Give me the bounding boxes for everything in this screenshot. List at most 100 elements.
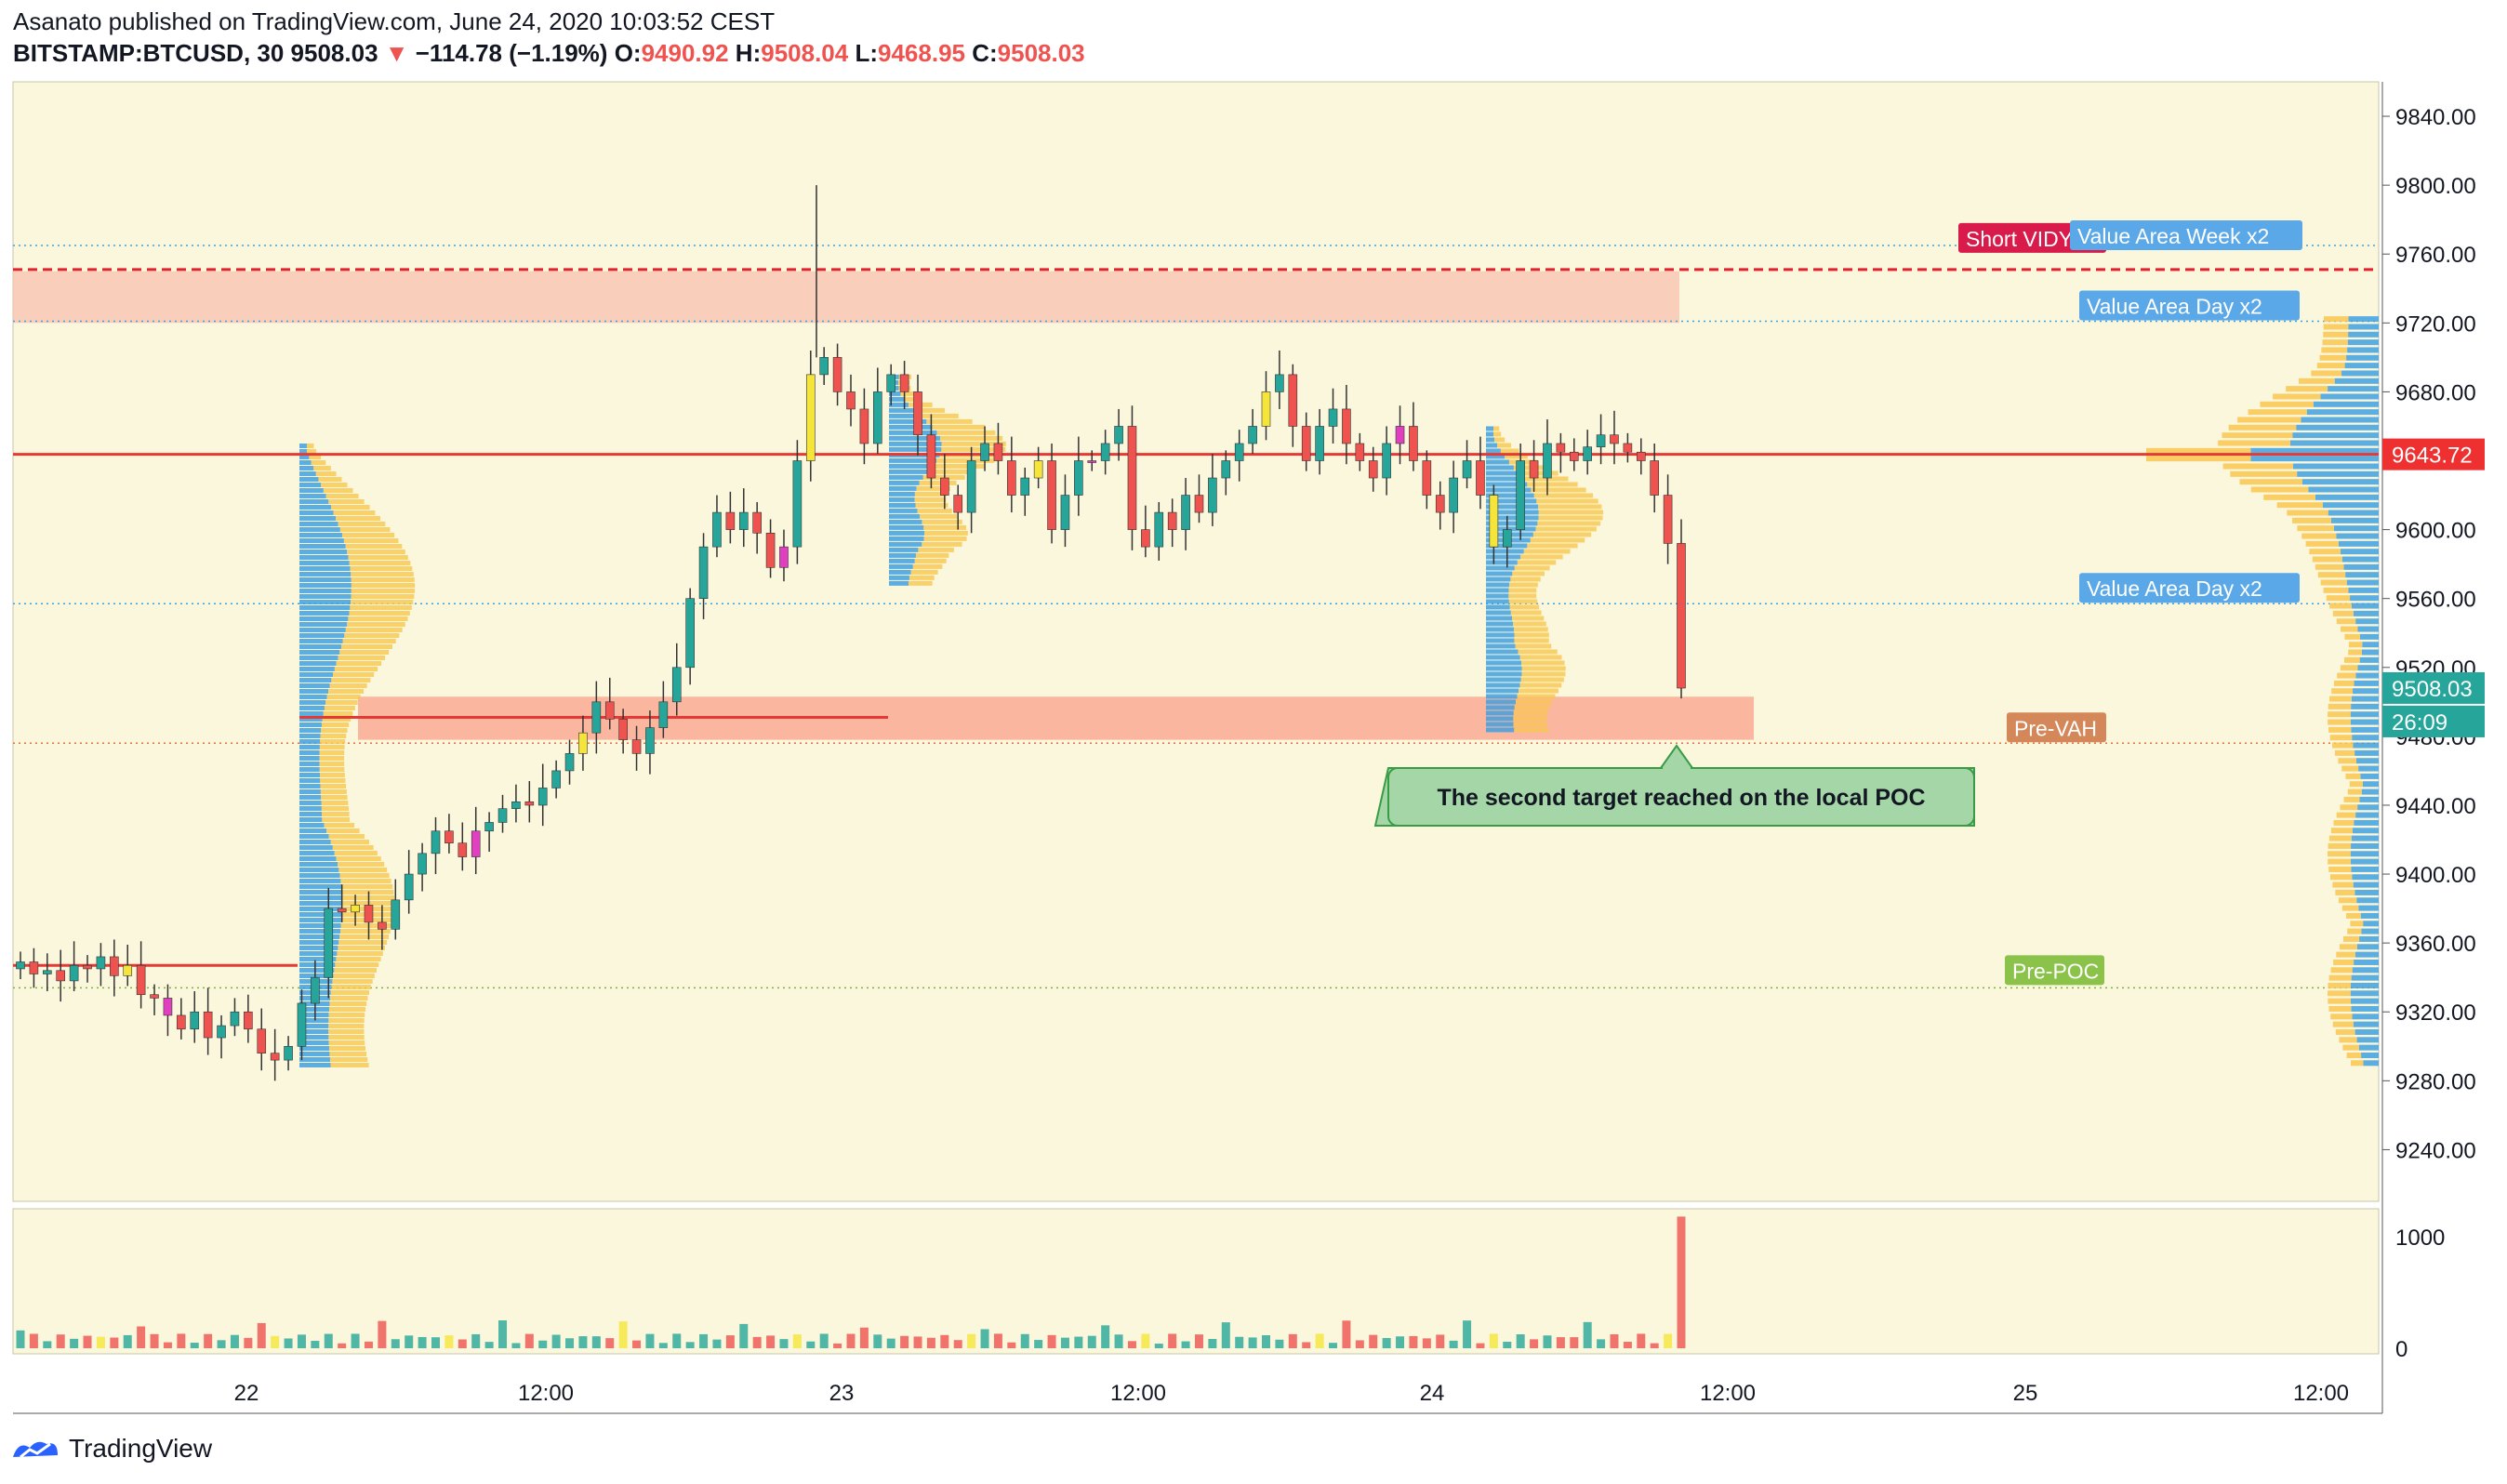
candle	[1114, 408, 1123, 461]
svg-text:9508.03: 9508.03	[2392, 677, 2473, 702]
y-tick-label: 9280.00	[2395, 1069, 2476, 1094]
x-tick-label: 12:00	[518, 1381, 574, 1406]
volume-bar	[605, 1338, 615, 1348]
svg-text:Pre-VAH: Pre-VAH	[2014, 716, 2097, 740]
candle	[1007, 436, 1016, 513]
candle	[980, 426, 989, 471]
candle	[190, 991, 200, 1043]
volume-bar	[1597, 1339, 1606, 1348]
volume-profile-day2	[889, 374, 1006, 586]
candle	[1583, 430, 1592, 475]
candle	[311, 960, 320, 1021]
volume-bar	[1007, 1342, 1016, 1348]
candle	[497, 794, 508, 833]
volume-bar	[1168, 1333, 1177, 1348]
candle	[217, 1014, 226, 1059]
candle	[685, 588, 695, 685]
candle	[1342, 385, 1351, 465]
candle	[658, 681, 669, 738]
candle	[136, 941, 146, 1009]
candle	[1636, 438, 1646, 475]
volume-pane	[12, 1208, 2380, 1355]
volume-bar	[1315, 1333, 1324, 1348]
candle	[1047, 443, 1056, 544]
candle	[618, 709, 628, 754]
candle	[591, 681, 602, 754]
volume-bar	[484, 1342, 494, 1348]
y-tick-label: 9440.00	[2395, 794, 2476, 819]
svg-text:Pre-POC: Pre-POC	[2012, 959, 2099, 983]
svg-text:Short VIDYA: Short VIDYA	[1966, 227, 2086, 251]
candle	[765, 519, 776, 578]
candle	[96, 943, 106, 987]
candle	[926, 414, 936, 489]
high-value: 9508.04	[761, 39, 849, 67]
candle	[378, 905, 387, 950]
volume-bar	[1141, 1333, 1150, 1348]
candle	[792, 440, 803, 564]
volume-bar	[712, 1339, 722, 1348]
volume-bar	[1422, 1338, 1431, 1348]
candle	[1248, 408, 1257, 455]
tradingview-logo-icon	[13, 1441, 58, 1459]
candle	[1100, 430, 1110, 475]
x-tick-label: 22	[234, 1381, 259, 1406]
volume-bar	[658, 1343, 668, 1348]
volume-bar	[980, 1329, 989, 1348]
volume-bar	[1623, 1342, 1632, 1348]
volume-bar	[471, 1333, 481, 1348]
volume-bar	[1302, 1342, 1311, 1348]
y-tick-label: 9600.00	[2395, 519, 2476, 544]
candle	[1422, 450, 1432, 510]
candle	[257, 1008, 267, 1071]
volume-bar	[1489, 1333, 1498, 1348]
down-arrow-icon: ▼	[384, 39, 409, 67]
volume-bar	[338, 1343, 347, 1348]
visible-range-profile	[2146, 316, 2379, 1067]
volume-bar	[1476, 1343, 1485, 1348]
candle	[1167, 498, 1177, 548]
svg-text:Value Area Day x2: Value Area Day x2	[2087, 576, 2262, 601]
candle	[1355, 432, 1365, 471]
volume-bar	[551, 1334, 561, 1348]
volume-profile-day3	[1486, 426, 1604, 733]
symbol-label: BITSTAMP:BTCUSD, 30	[13, 39, 285, 67]
volume-bar	[43, 1341, 52, 1348]
symbol-ohlc-line: BITSTAMP:BTCUSD, 30 9508.03 ▼ −114.78 (−…	[13, 39, 1085, 68]
y-tick-label: 9840.00	[2395, 105, 2476, 130]
volume-bar	[578, 1336, 588, 1348]
value-area-day-upper-label: Value Area Day x2	[2079, 290, 2300, 321]
open-label: O:	[614, 39, 642, 67]
volume-bar	[1248, 1337, 1257, 1348]
candle	[671, 643, 682, 716]
volume-bar	[284, 1338, 293, 1348]
volume-bar	[1677, 1216, 1686, 1348]
candle	[458, 822, 468, 871]
high-label: H:	[735, 39, 762, 67]
y-tick-label: 9680.00	[2395, 380, 2476, 405]
volume-bar	[16, 1330, 25, 1348]
close-label: C:	[972, 39, 998, 67]
volume-bar	[418, 1336, 427, 1348]
y-tick-label: 9760.00	[2395, 243, 2476, 268]
volume-bar	[779, 1339, 789, 1348]
volume-bar	[900, 1335, 909, 1348]
volume-bar	[1275, 1339, 1284, 1348]
volume-bar	[297, 1334, 306, 1348]
candle	[1033, 446, 1043, 489]
last-price-tag: 9508.03	[2382, 671, 2485, 704]
candle	[16, 951, 25, 980]
volume-bar	[123, 1334, 132, 1348]
x-tick-label: 24	[1420, 1381, 1445, 1406]
candle	[150, 984, 159, 1015]
volume-bar	[685, 1342, 695, 1348]
volume-bar	[953, 1340, 962, 1348]
candle	[471, 806, 481, 875]
open-value: 9490.92	[641, 39, 729, 67]
publish-line: Asanato published on TradingView.com, Ju…	[13, 7, 776, 35]
candle	[805, 350, 816, 482]
tradingview-brand[interactable]: TradingView	[9, 1434, 212, 1464]
volume-bar	[1154, 1344, 1163, 1348]
volume-bar	[806, 1341, 816, 1348]
